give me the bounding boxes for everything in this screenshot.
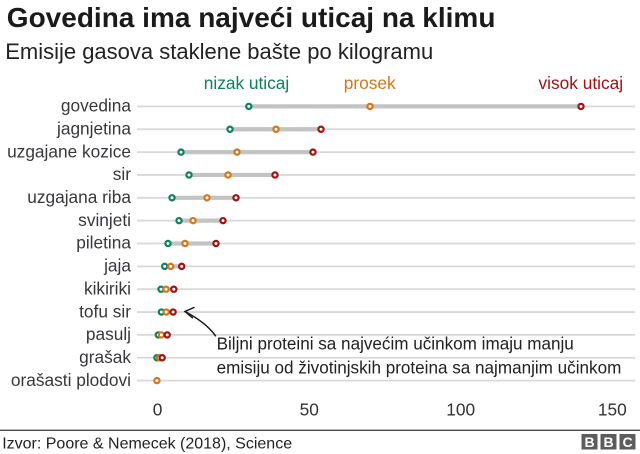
svg-text:jagnjetina: jagnjetina (56, 118, 131, 138)
svg-text:sir: sir (113, 164, 131, 184)
svg-text:pasulj: pasulj (86, 324, 131, 344)
svg-text:prosek: prosek (344, 73, 396, 93)
svg-text:Izvor: Poore & Nemecek (2018),: Izvor: Poore & Nemecek (2018), Science (2, 435, 292, 452)
svg-text:Biljni proteini sa najvećim uč: Biljni proteini sa najvećim učinkom imaj… (217, 335, 574, 354)
svg-text:B: B (603, 434, 613, 450)
svg-text:jaja: jaja (103, 256, 131, 276)
svg-text:150: 150 (598, 399, 627, 419)
svg-text:kikiriki: kikiriki (84, 278, 131, 298)
svg-text:uzgajane kozice: uzgajane kozice (7, 141, 131, 161)
svg-text:visok uticaj: visok uticaj (539, 73, 624, 93)
svg-text:50: 50 (300, 399, 319, 419)
svg-text:100: 100 (446, 399, 475, 419)
svg-text:nizak uticaj: nizak uticaj (204, 73, 290, 93)
svg-text:grašak: grašak (79, 347, 131, 367)
svg-text:uzgajana riba: uzgajana riba (27, 187, 131, 207)
svg-text:Emisije gasova staklene bašte: Emisije gasova staklene bašte po kilogra… (5, 39, 433, 64)
svg-text:tofu sir: tofu sir (79, 301, 131, 321)
svg-text:govedina: govedina (61, 96, 132, 116)
svg-text:C: C (622, 434, 632, 450)
svg-text:B: B (584, 434, 594, 450)
svg-text:piletina: piletina (76, 233, 131, 253)
svg-text:orašasti plodovi: orašasti plodovi (11, 370, 131, 390)
svg-text:emisiju od životinjskih protei: emisiju od životinjskih proteina sa najm… (217, 359, 622, 378)
svg-text:svinjeti: svinjeti (78, 210, 131, 230)
svg-text:Govedina ima najveći uticaj na: Govedina ima najveći uticaj na klimu (7, 2, 496, 33)
svg-text:0: 0 (153, 399, 163, 419)
